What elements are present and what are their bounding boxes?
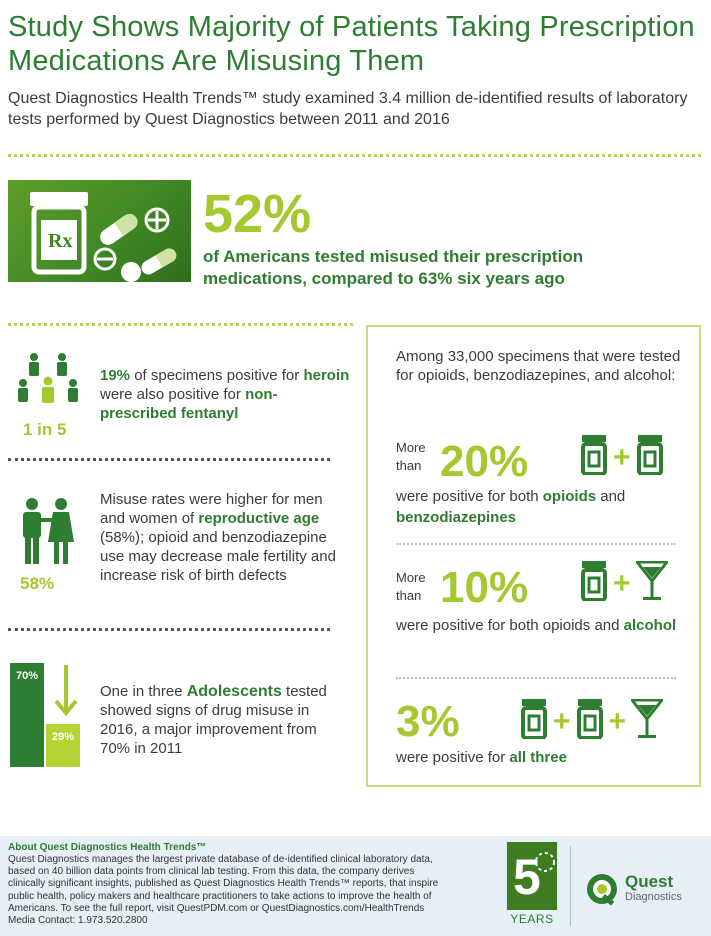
bar-2016: [46, 723, 80, 767]
five-years-badge: 5 YEARS: [507, 842, 557, 930]
pct-opioid-benzo: 20%: [440, 437, 529, 486]
all-three-text: were positive for all three: [396, 749, 567, 766]
plus-sign: +: [613, 440, 631, 474]
years-label: YEARS: [510, 912, 554, 926]
footer-divider: [570, 846, 571, 926]
pill-bottle-icon: [636, 435, 664, 480]
quest-logo-sub: Diagnostics: [625, 891, 682, 903]
footer-line: clinically significant insights, publish…: [8, 878, 439, 890]
footer-heading: About Quest Diagnostics Health Trends™: [8, 842, 207, 853]
footer-body: Quest Diagnostics manages the largest pr…: [8, 854, 508, 927]
cocktail-glass-icon: [635, 560, 669, 606]
pill-bottle-icon: Rx: [30, 192, 177, 282]
plus-sign: +: [608, 704, 627, 738]
more-than-label: More than: [396, 440, 426, 473]
footer: About Quest Diagnostics Health Trends™ Q…: [0, 836, 711, 936]
divider: [396, 543, 676, 545]
pct-all-three: 3%: [396, 697, 460, 746]
combination-stats-panel: Among 33,000 specimens that were tested …: [366, 325, 701, 787]
hero-description: of Americans tested misused their prescr…: [203, 247, 584, 288]
quest-logo-name: Quest: [625, 872, 674, 891]
five-years-logo-icon: 5: [507, 842, 557, 910]
footer-line: public health, policy makers and healthc…: [8, 890, 432, 902]
more-than-label: More than: [396, 570, 426, 603]
plus-sign: +: [553, 704, 571, 738]
stat-heroin-text: 19% of specimens positive for heroin wer…: [100, 367, 350, 422]
bar-label-2016: 29%: [52, 731, 74, 743]
stat-adolescents-text: One in three Adolescents tested showed s…: [100, 683, 327, 757]
divider: [8, 154, 701, 157]
all-three-icons: + +: [520, 698, 664, 744]
quest-logo: Quest Diagnostics: [585, 872, 705, 912]
opioid-benzo-icons: +: [580, 435, 664, 480]
pill-bottle-icon: [580, 435, 608, 480]
footer-line: Quest Diagnostics manages the largest pr…: [8, 854, 433, 865]
pill-bottle-icon: [520, 699, 548, 744]
prescription-illustration: Rx: [8, 180, 191, 282]
adolescent-bar-chart: 70% 29%: [10, 663, 80, 767]
stat-ratio-label: 1 in 5: [23, 420, 67, 439]
bar-label-2011: 70%: [16, 670, 38, 682]
stat-reproductive-text: Misuse rates were higher for men and wom…: [100, 491, 336, 584]
page-title: Study Shows Majority of Patients Taking …: [8, 11, 695, 77]
plus-sign: +: [613, 566, 631, 600]
opioid-benzo-text: were positive for both opioids and benzo…: [396, 488, 626, 526]
pill-bottle-icon: [576, 699, 604, 744]
panel-intro: Among 33,000 specimens that were tested …: [396, 348, 681, 384]
divider: [8, 628, 330, 631]
opioid-alcohol-text: were positive for both opioids and alcoh…: [396, 617, 677, 634]
divider: [396, 677, 676, 679]
stat-reproductive-label: 58%: [20, 574, 55, 593]
footer-line: Americans. To see the full report, visit…: [8, 902, 425, 914]
divider: [8, 323, 353, 326]
footer-line: Media Contact: 1.973.520.2800: [8, 915, 148, 927]
quest-logo-icon: [587, 874, 617, 906]
divider: [8, 458, 330, 461]
pill-bottle-icon: [580, 561, 608, 606]
opioid-alcohol-icons: +: [580, 560, 669, 606]
footer-line: based on 40 billion data points from cli…: [8, 866, 415, 878]
people-group-icon: [18, 352, 80, 417]
hero-percentage: 52%: [203, 184, 312, 244]
couple-icon: [17, 498, 77, 569]
down-arrow-icon: [54, 665, 78, 717]
cocktail-glass-icon: [630, 698, 664, 744]
page-subtitle: Quest Diagnostics Health Trends™ study e…: [8, 90, 688, 128]
bar-2011: [10, 663, 44, 767]
pct-opioid-alcohol: 10%: [440, 563, 529, 612]
rx-label: Rx: [48, 230, 72, 252]
